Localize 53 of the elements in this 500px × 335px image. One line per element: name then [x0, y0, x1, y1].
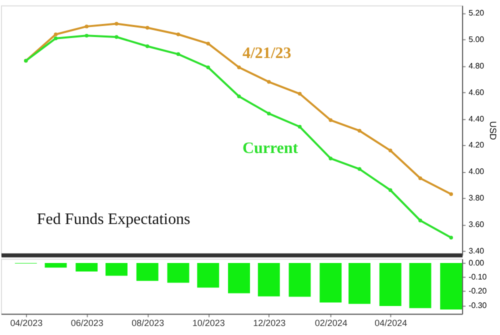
point — [449, 192, 453, 196]
y-tick-label: -0.10 — [468, 272, 488, 282]
series-label: Current — [242, 140, 299, 158]
y-tick-label: 4.80 — [468, 62, 485, 71]
y-tick-label: -0.30 — [468, 300, 488, 310]
x-tick-label: 02/2024 — [314, 318, 348, 328]
point — [206, 42, 210, 46]
point — [418, 176, 422, 180]
point — [237, 94, 241, 98]
y-tick-label: 4.20 — [468, 140, 485, 150]
point — [418, 218, 422, 222]
y-axis-title: USD — [488, 121, 498, 141]
point — [267, 112, 271, 116]
point — [267, 80, 271, 84]
point — [206, 66, 210, 70]
point — [449, 236, 453, 240]
point — [84, 34, 89, 38]
point — [54, 32, 58, 36]
y-tick-label: 0.00 — [468, 258, 485, 268]
point — [358, 167, 362, 171]
y-tick-label: 5.20 — [468, 8, 485, 18]
x-tick-label: 04/2024 — [374, 318, 408, 328]
annotation: Fed Funds Expectations — [36, 210, 190, 228]
x-tick-label: 12/2023 — [253, 318, 286, 328]
y-tick-label: 4.40 — [468, 114, 485, 124]
point — [358, 128, 362, 133]
point — [84, 24, 89, 28]
y-tick-label: 3.80 — [468, 194, 485, 203]
x-tick-label: 04/2023 — [10, 318, 43, 328]
point — [388, 188, 392, 192]
y-tick-label: 4.00 — [468, 167, 485, 176]
point — [237, 66, 241, 70]
point — [298, 124, 302, 129]
point — [146, 26, 150, 30]
y-tick-label: -0.20 — [468, 286, 488, 296]
x-tick-label: 08/2023 — [132, 318, 164, 328]
point — [298, 92, 302, 96]
y-tick-label: 3.40 — [468, 246, 485, 256]
point — [146, 44, 150, 48]
point — [176, 32, 180, 36]
y-tick-label: 3.60 — [468, 220, 485, 229]
point — [176, 52, 180, 56]
x-tick-label: 10/2023 — [192, 318, 225, 328]
y-tick-label: 5.00 — [468, 35, 485, 44]
x-tick-label: 06/2023 — [70, 318, 104, 328]
point — [328, 156, 332, 160]
point — [388, 148, 392, 152]
point — [114, 22, 118, 26]
series-label: 4/21/23 — [242, 45, 292, 62]
point — [54, 36, 58, 40]
point — [328, 118, 332, 122]
point — [114, 35, 118, 39]
y-tick-label: 4.60 — [468, 88, 485, 97]
